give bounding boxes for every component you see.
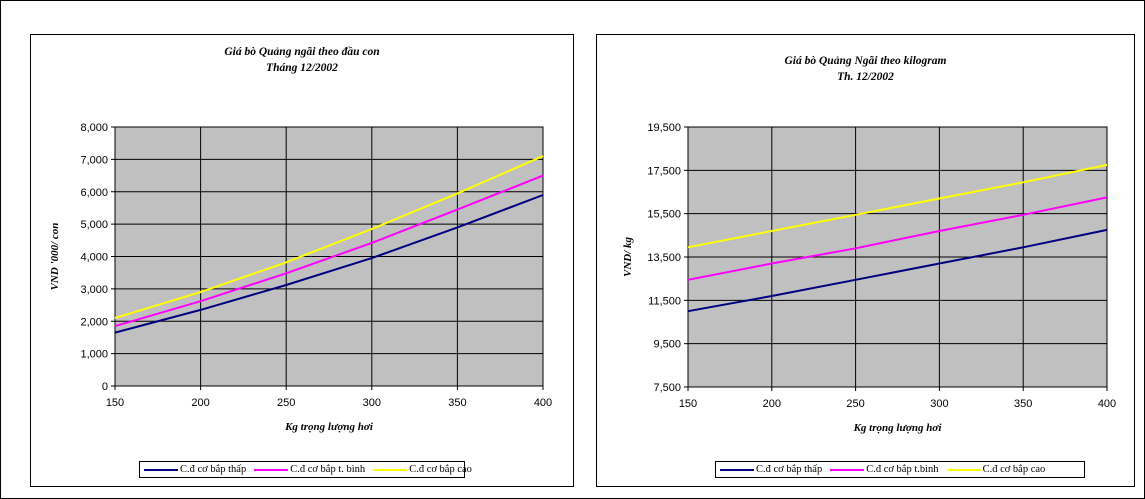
x-tick-label: 300: [930, 398, 948, 410]
x-tick-label: 200: [191, 397, 209, 409]
legend-item-high: C.đ cơ bắp cao: [373, 464, 472, 475]
x-tick-label: 250: [277, 397, 295, 409]
chart-title: Giá bò Quảng Ngãi theo kilogram: [784, 55, 947, 67]
y-tick-label: 3,000: [80, 284, 108, 296]
x-axis-label: Kg trọng lượng hơi: [284, 421, 374, 433]
y-tick-label: 5,000: [80, 219, 108, 231]
y-tick-label: 1,000: [80, 349, 108, 361]
y-tick-label: 4,000: [80, 252, 108, 264]
y-tick-label: 17,500: [647, 165, 681, 177]
series-line-1: [114, 194, 544, 334]
legend-label: C.đ cơ bắp thấp: [180, 464, 247, 475]
chart-panel-kg-price: Giá bò Quảng Ngãi theo kilogram Th. 12/2…: [596, 34, 1135, 487]
y-tick-label: 11,500: [648, 295, 681, 307]
y-tick-label: 9,500: [653, 339, 681, 351]
legend-label: C.đ cơ bắp cao: [982, 464, 1046, 475]
legend-label: C.đ cơ bắp t.bình: [866, 464, 939, 475]
y-tick-label: 0: [102, 381, 108, 393]
chart-panel-head-price: Giá bò Quảng ngãi theo đầu con Tháng 12/…: [30, 34, 574, 487]
y-axis-label: VND '000/ con: [49, 223, 61, 291]
chart-plot: 0 1,000 2,000 3,000 4,000 5,000 6,000 7,000 8,00…: [49, 122, 552, 433]
y-tick-label: 13,500: [647, 252, 681, 264]
series-line-3: [114, 155, 544, 319]
chart-plot: 7,500 9,500 11,500 13,500 15,500 17,500 19,500…: [622, 122, 1116, 434]
chart-subtitle: Tháng 12/2002: [266, 62, 338, 74]
legend-item-high: C.đ cơ bắp cao: [946, 464, 1046, 475]
x-axis-label: Kg trọng lượng hơi: [853, 422, 943, 434]
x-tick-label: 150: [679, 398, 697, 410]
chart-legend: C.đ cơ bắp thấp C.đ cơ bắp t. bình C.đ c…: [139, 461, 472, 478]
x-tick-label: 200: [763, 398, 781, 410]
x-tick-label: 300: [363, 397, 381, 409]
series-line-3: [687, 163, 1108, 249]
y-tick-label: 15,500: [647, 209, 681, 221]
x-tick-label: 350: [1014, 398, 1032, 410]
legend-item-medium: C.đ cơ bắp t. bình: [254, 464, 365, 475]
series-line-2: [114, 174, 544, 328]
plot-border: [687, 126, 1108, 388]
legend-label: C.đ cơ bắp cao: [409, 464, 472, 475]
legend-item-low: C.đ cơ bắp thấp: [720, 464, 822, 475]
legend-item-low: C.đ cơ bắp thấp: [144, 464, 246, 475]
y-tick-label: 2,000: [80, 316, 108, 328]
legend-label: C.đ cơ bắp thấp: [756, 464, 823, 475]
y-tick-label: 8,000: [80, 122, 108, 134]
y-axis-label: VND/ kg: [622, 236, 634, 277]
chart-legend: C.đ cơ bắp thấp C.đ cơ bắp t.bình C.đ cơ…: [715, 461, 1085, 478]
x-tick-label: 150: [106, 397, 124, 409]
y-tick-label: 7,500: [653, 382, 681, 394]
y-tick-label: 7,000: [80, 154, 108, 166]
legend-item-medium: C.đ cơ bắp t.bình: [830, 464, 939, 475]
series-line-1: [687, 228, 1108, 313]
series-line-2: [687, 196, 1108, 281]
legend-label: C.đ cơ bắp t. bình: [290, 464, 366, 475]
x-tick-label: 400: [534, 397, 552, 409]
y-tick-label: 6,000: [80, 187, 108, 199]
x-tick-label: 250: [846, 398, 864, 410]
y-tick-label: 19,500: [647, 122, 681, 134]
chart-title: Giá bò Quảng ngãi theo đầu con: [224, 46, 380, 58]
x-tick-label: 400: [1098, 398, 1116, 410]
x-tick-label: 350: [448, 397, 466, 409]
plot-border: [114, 126, 544, 387]
chart-subtitle: Th. 12/2002: [837, 71, 894, 83]
